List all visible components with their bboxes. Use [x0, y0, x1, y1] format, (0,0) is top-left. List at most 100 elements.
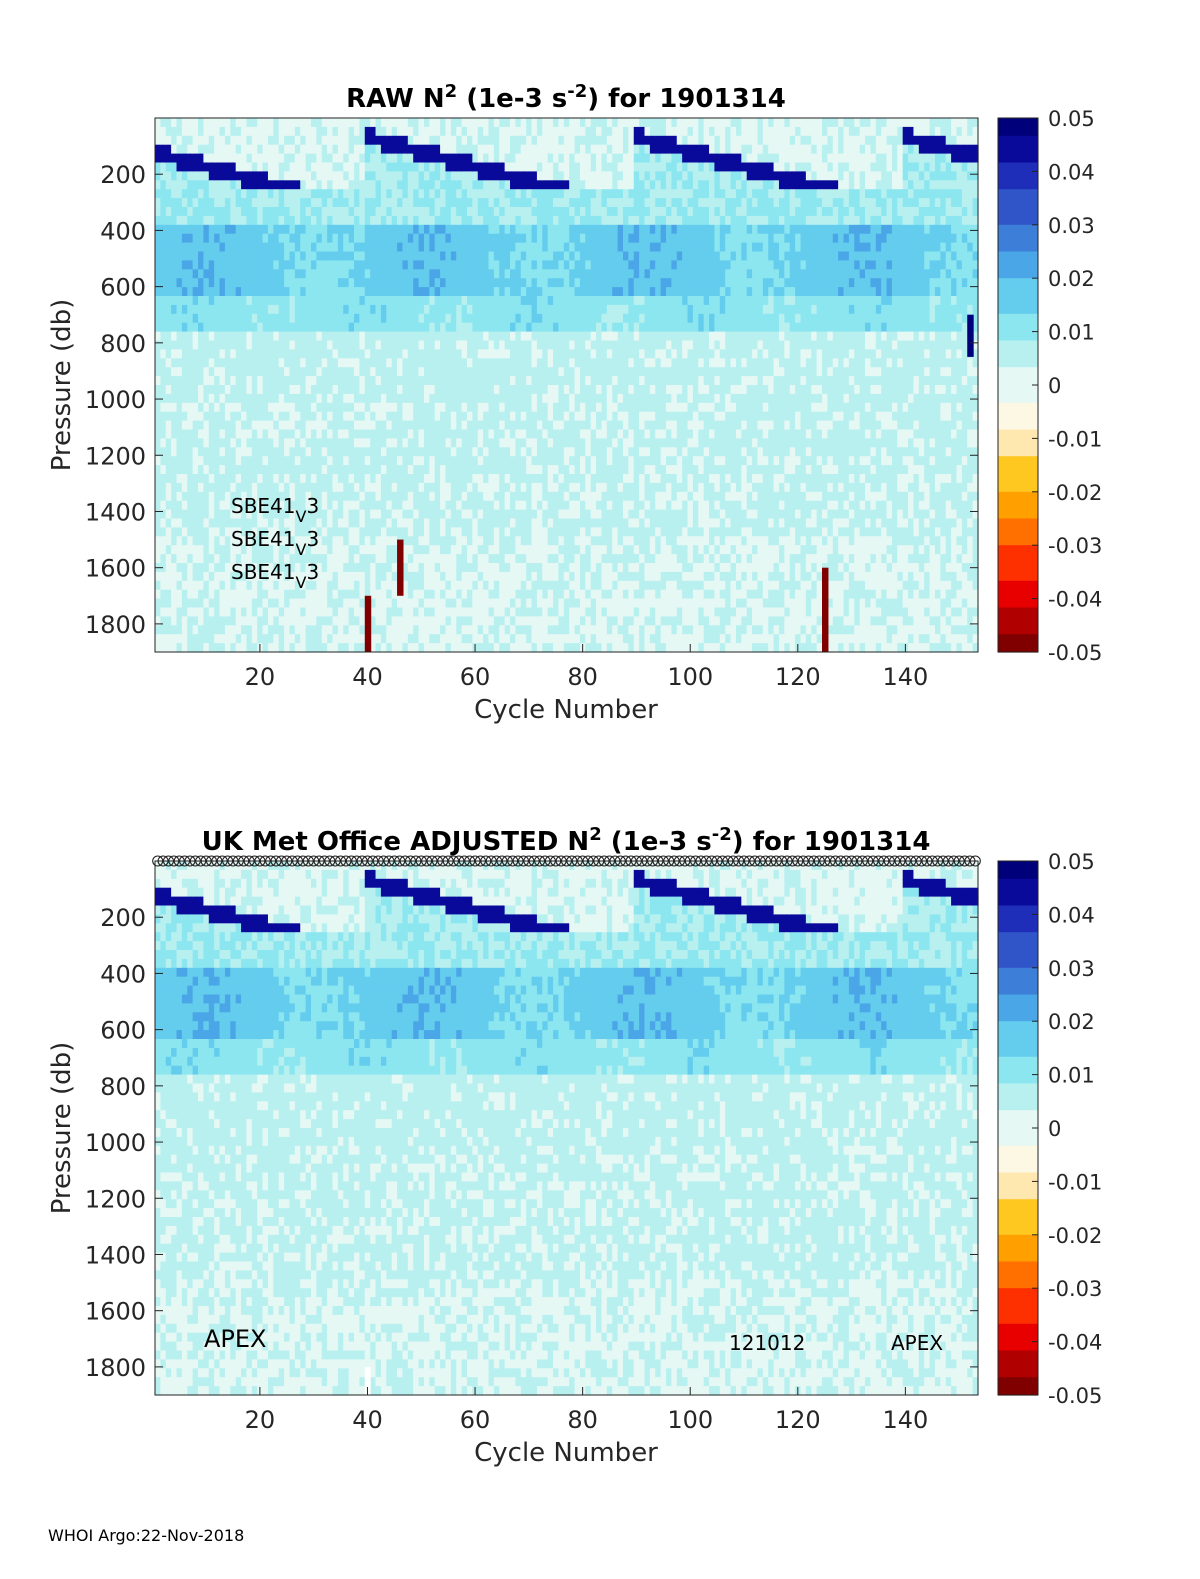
- heat-cell: [316, 518, 323, 528]
- heat-cell: [499, 536, 506, 546]
- heat-cell: [596, 224, 603, 235]
- heat-cell: [472, 625, 479, 635]
- heat-cell: [359, 189, 366, 199]
- heat-cell: [327, 402, 334, 413]
- heat-cell: [477, 571, 484, 582]
- heat-cell: [510, 153, 516, 164]
- heat-cell: [198, 296, 205, 306]
- heat-cell: [563, 376, 570, 386]
- heat-cell: [574, 438, 581, 448]
- heat-cell: [316, 304, 323, 315]
- heat-cell: [337, 447, 344, 457]
- heat-cell: [375, 438, 382, 448]
- heat-cell: [515, 518, 522, 528]
- heat-cell: [391, 144, 398, 155]
- heat-cell: [327, 242, 334, 253]
- heat-cell: [278, 411, 285, 422]
- heat-cell: [477, 563, 484, 573]
- heat-cell: [569, 251, 576, 261]
- heat-cell: [198, 207, 205, 217]
- heat-cell: [596, 171, 603, 181]
- heat-cell: [343, 162, 350, 172]
- heat-cell: [343, 358, 350, 368]
- heat-cell: [181, 643, 188, 653]
- heat-cell: [370, 198, 377, 208]
- heat-cell: [407, 242, 414, 253]
- heat-cell: [590, 331, 597, 342]
- heat-cell: [493, 616, 500, 626]
- heat-cell: [418, 518, 425, 528]
- heat-cell: [219, 643, 226, 653]
- heat-cell: [321, 358, 328, 368]
- heat-cell: [585, 162, 592, 172]
- heat-cell: [262, 278, 269, 288]
- heat-cell: [278, 474, 285, 484]
- heat-cell: [531, 465, 538, 475]
- heat-cell: [267, 340, 274, 350]
- heat-cell: [515, 500, 522, 511]
- heat-cell: [418, 616, 425, 626]
- heat-cell: [574, 376, 581, 386]
- heat-cell: [418, 474, 425, 484]
- heat-cell: [531, 438, 538, 448]
- heat-cell: [187, 500, 194, 511]
- heat-cell: [569, 198, 576, 208]
- heat-cell: [241, 180, 248, 190]
- heat-cell: [536, 189, 543, 199]
- heat-cell: [267, 180, 274, 190]
- heat-cell: [547, 598, 554, 609]
- heat-cell: [257, 393, 264, 404]
- heat-cell: [176, 402, 183, 413]
- heat-cell: [515, 287, 522, 297]
- heat-cell: [569, 465, 576, 475]
- heat-cell: [440, 491, 447, 502]
- heat-cell: [380, 491, 387, 502]
- heat-cell: [423, 313, 430, 324]
- heat-cell: [531, 242, 538, 253]
- heat-cell: [160, 598, 167, 609]
- heat-cell: [289, 135, 296, 146]
- heat-cell: [569, 242, 576, 253]
- heat-cell: [203, 349, 210, 359]
- heat-cell: [332, 171, 339, 181]
- heat-cell: [192, 643, 199, 653]
- heat-cell: [348, 207, 355, 217]
- heat-cell: [273, 358, 280, 368]
- heat-cell: [585, 536, 592, 546]
- heat-cell: [526, 304, 533, 315]
- heat-cell: [563, 429, 570, 439]
- heat-cell: [418, 465, 425, 475]
- heat-cell: [348, 304, 355, 315]
- heat-cell: [472, 385, 479, 395]
- heat-cell: [563, 491, 570, 502]
- heat-cell: [434, 598, 441, 609]
- heat-cell: [171, 402, 178, 413]
- heat-cell: [456, 447, 463, 457]
- heat-cell: [332, 126, 339, 137]
- heat-cell: [230, 322, 237, 333]
- heat-cell: [574, 180, 581, 190]
- heat-cell: [391, 242, 398, 253]
- heat-cell: [526, 616, 533, 626]
- heat-cell: [375, 527, 382, 537]
- heat-cell: [181, 447, 188, 457]
- heat-cell: [510, 625, 516, 635]
- heat-cell: [289, 296, 296, 306]
- heat-cell: [418, 607, 425, 617]
- heat-cell: [590, 580, 597, 591]
- heat-cell: [181, 554, 188, 564]
- heat-cell: [423, 411, 430, 422]
- heat-cell: [547, 340, 554, 350]
- heat-cell: [477, 251, 484, 261]
- heat-cell: [531, 616, 538, 626]
- heat-cell: [176, 500, 183, 511]
- heat-cell: [203, 162, 210, 172]
- heat-cell: [198, 215, 205, 226]
- heat-cell: [542, 304, 549, 315]
- heat-cell: [483, 563, 490, 573]
- heat-cell: [434, 393, 441, 404]
- heat-cell: [456, 456, 463, 466]
- heat-cell: [386, 376, 393, 386]
- heat-cell: [354, 598, 361, 609]
- heat-cell: [337, 571, 344, 582]
